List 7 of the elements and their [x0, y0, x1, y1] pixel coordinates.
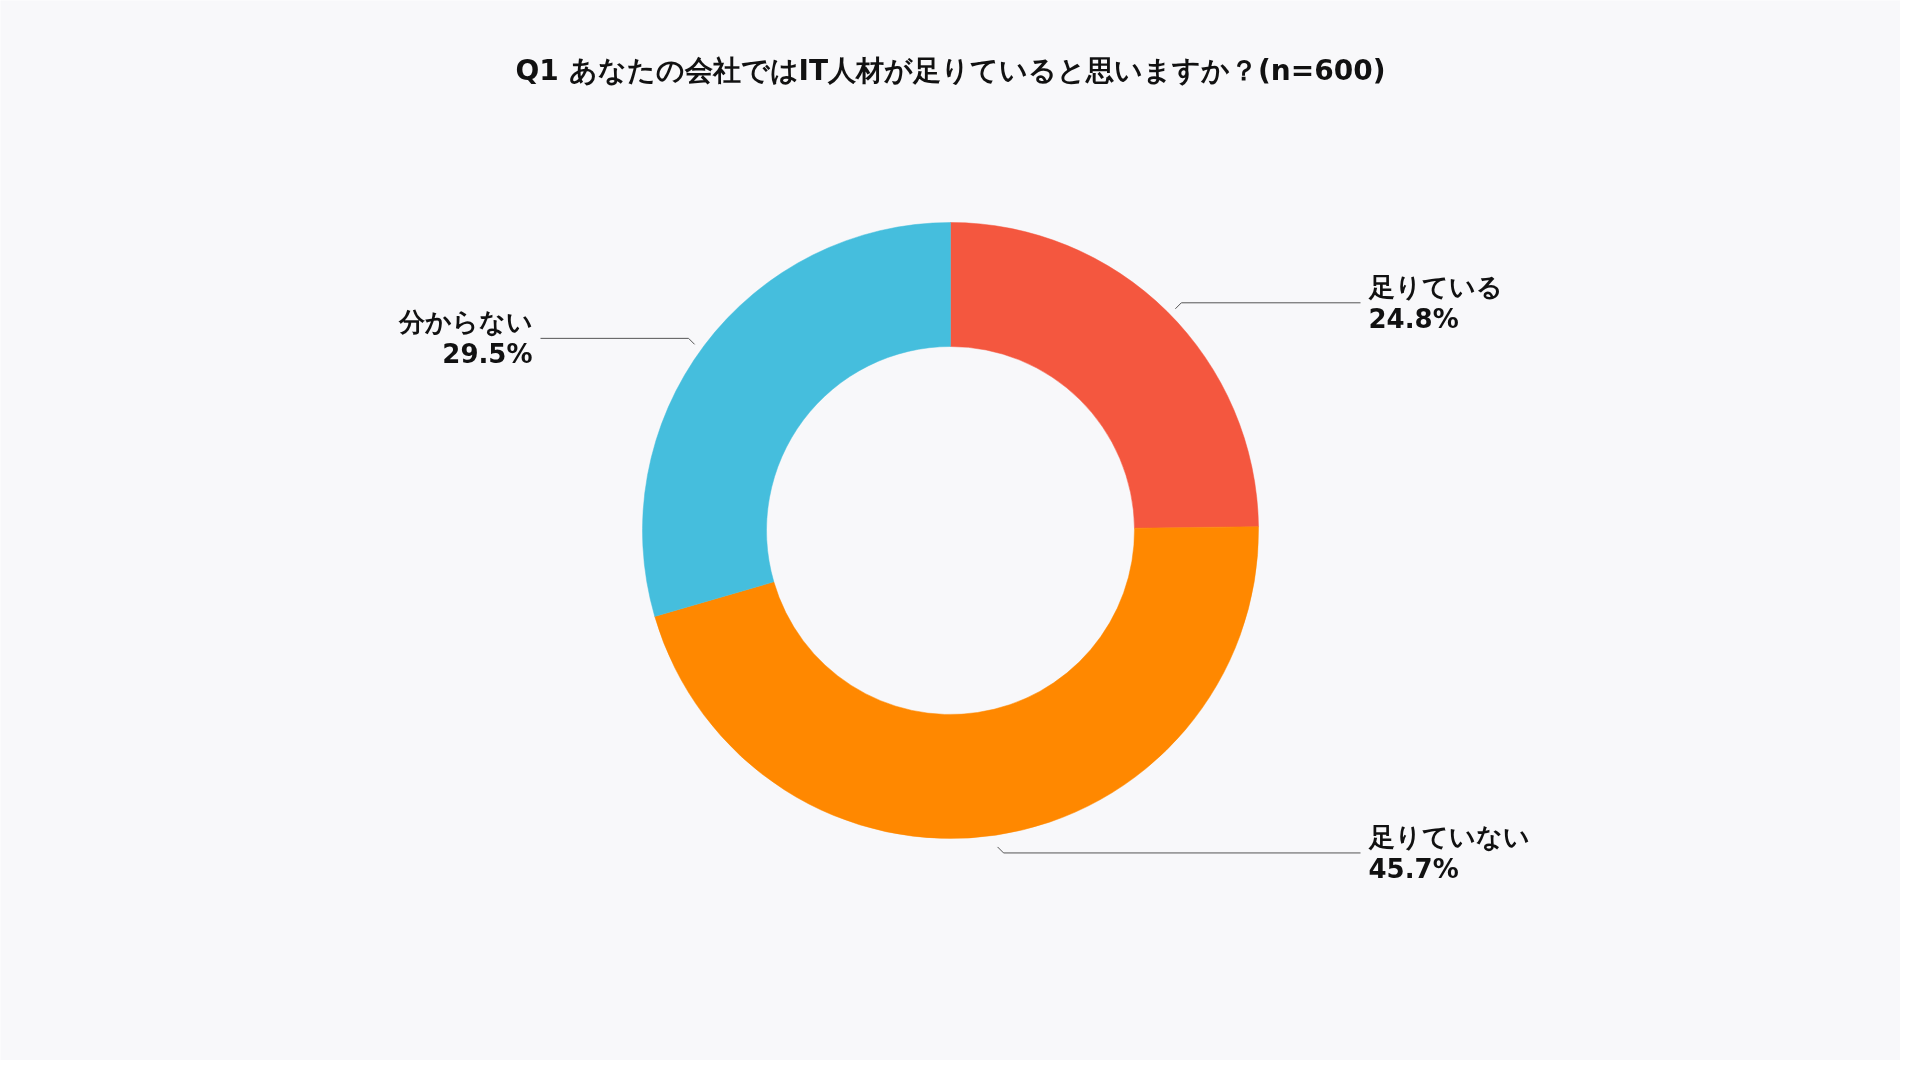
- slice-label: 足りている: [1367, 271, 1503, 302]
- chart-title: Q1 あなたの会社ではIT人材が足りていると思いますか？(n=600): [515, 54, 1386, 87]
- data-label: 24.8%: [1368, 303, 1459, 334]
- slice-label: 分からない: [397, 307, 533, 338]
- data-label: 45.7%: [1368, 853, 1459, 884]
- slice-label: 足りていない: [1367, 821, 1530, 852]
- data-label: 29.5%: [442, 339, 533, 370]
